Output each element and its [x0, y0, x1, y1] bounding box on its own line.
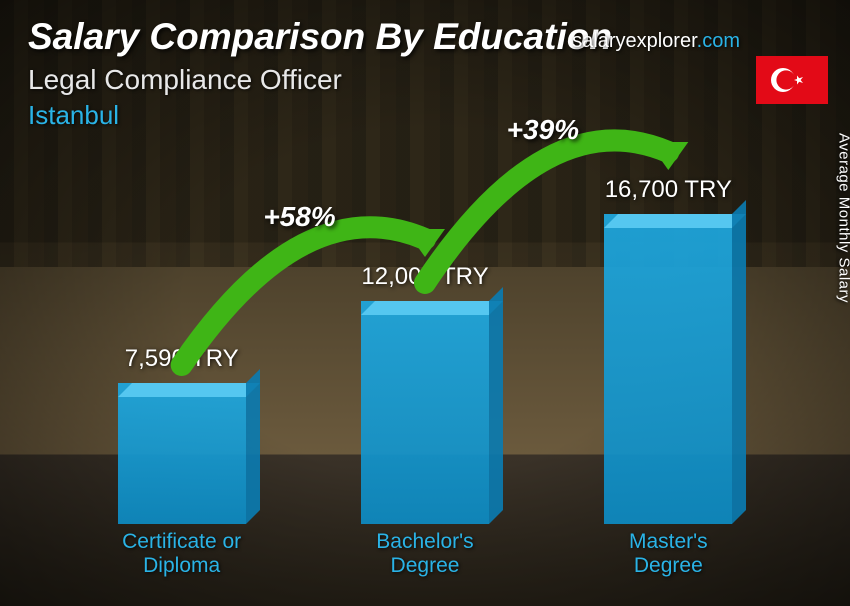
bar-shape	[118, 383, 246, 524]
bar-1: 12,000 TRY	[303, 263, 546, 524]
page-location: Istanbul	[28, 100, 822, 131]
bar-0: 7,590 TRY	[60, 345, 303, 524]
category-label: Bachelor'sDegree	[303, 530, 546, 582]
flag-turkey-icon	[756, 56, 828, 104]
brand-logo: salaryexplorer.com	[572, 30, 740, 53]
y-axis-label: Average Monthly Salary	[836, 133, 850, 303]
bar-shape	[604, 214, 732, 524]
brand-tld: .com	[697, 30, 740, 52]
bar-value: 16,700 TRY	[605, 176, 732, 204]
page-subtitle: Legal Compliance Officer	[28, 64, 822, 96]
bars-container: 7,590 TRY 12,000 TRY 16,700 TRY	[60, 150, 790, 524]
bar-shape	[361, 301, 489, 524]
category-labels: Certificate orDiplomaBachelor'sDegreeMas…	[60, 530, 790, 582]
category-label: Master'sDegree	[547, 530, 790, 582]
bar-value: 7,590 TRY	[125, 345, 239, 373]
brand-name: salaryexplorer	[572, 30, 697, 52]
bar-2: 16,700 TRY	[547, 176, 790, 524]
category-label: Certificate orDiploma	[60, 530, 303, 582]
bar-value: 12,000 TRY	[361, 263, 488, 291]
bar-chart: 7,590 TRY 12,000 TRY 16,700 TRY Certificat…	[60, 150, 790, 582]
